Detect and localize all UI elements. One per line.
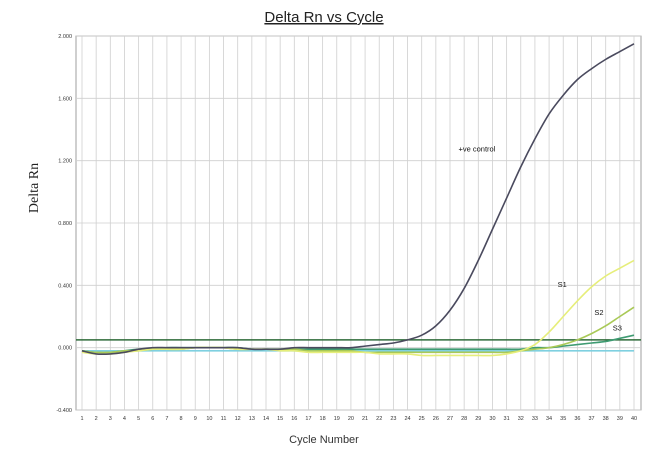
x-tick-label: 15: [277, 416, 283, 422]
series-lines: [76, 43, 641, 357]
x-tick-label: 2: [95, 416, 98, 422]
series-label: +ve control: [458, 144, 495, 153]
x-tick-label: 28: [461, 416, 467, 422]
x-tick-label: 13: [249, 416, 255, 422]
x-tick-label: 10: [206, 416, 212, 422]
x-tick-label: 37: [588, 416, 594, 422]
x-tick-label: 1: [80, 416, 83, 422]
x-tick-label: 18: [320, 416, 326, 422]
x-tick-label: 3: [109, 416, 112, 422]
x-tick-label: 20: [348, 416, 354, 422]
series-label: S1: [558, 280, 567, 289]
x-tick-label: 32: [518, 416, 524, 422]
x-tick-label: 40: [631, 416, 637, 422]
x-tick-label: 22: [376, 416, 382, 422]
x-tick-label: 38: [603, 416, 609, 422]
x-tick-label: 12: [235, 416, 241, 422]
x-tick-label: 25: [419, 416, 425, 422]
x-tick-label: 39: [617, 416, 623, 422]
chart-title: Delta Rn vs Cycle: [264, 9, 383, 26]
series-label: S3: [613, 324, 622, 333]
y-tick-label: 2.000: [58, 34, 72, 40]
x-tick-label: 29: [475, 416, 481, 422]
y-tick-label: 0.000: [58, 346, 72, 352]
y-axis-label: Delta Rn: [27, 163, 42, 213]
x-tick-label: 27: [447, 416, 453, 422]
x-tick-label: 31: [504, 416, 510, 422]
series-label: S2: [594, 308, 603, 317]
x-tick-label: 26: [433, 416, 439, 422]
x-tick-label: 34: [546, 416, 552, 422]
y-tick-label: 1.600: [58, 96, 72, 102]
x-tick-label: 11: [221, 416, 227, 422]
x-tick-label: 8: [180, 416, 183, 422]
x-tick-label: 4: [123, 416, 126, 422]
series-labels: +ve control S1 S2 S3: [458, 144, 621, 332]
x-axis-label: Cycle Number: [289, 434, 359, 446]
x-tick-label: 9: [194, 416, 197, 422]
x-tick-label: 19: [334, 416, 340, 422]
y-tick-label: 1.200: [58, 159, 72, 165]
series-line: [81, 259, 635, 357]
x-tick-label: 14: [263, 416, 269, 422]
grid: [76, 35, 641, 411]
x-tick-label: 36: [574, 416, 580, 422]
x-tick-label: 23: [390, 416, 396, 422]
x-tick-label: 21: [362, 416, 368, 422]
x-tick-label: 5: [137, 416, 140, 422]
x-tick-label: 30: [489, 416, 495, 422]
x-tick-label: 6: [151, 416, 154, 422]
x-tick-label: 33: [532, 416, 538, 422]
x-tick-label: 16: [291, 416, 297, 422]
x-tick-label: 35: [560, 416, 566, 422]
y-tick-label: 0.800: [58, 221, 72, 227]
x-tick-label: 7: [165, 416, 168, 422]
x-tick-label: 24: [404, 416, 410, 422]
y-tick-label: 0.400: [58, 283, 72, 289]
series-line: [81, 43, 635, 355]
y-tick-label: -0.400: [56, 408, 72, 414]
x-tick-label: 17: [305, 416, 311, 422]
